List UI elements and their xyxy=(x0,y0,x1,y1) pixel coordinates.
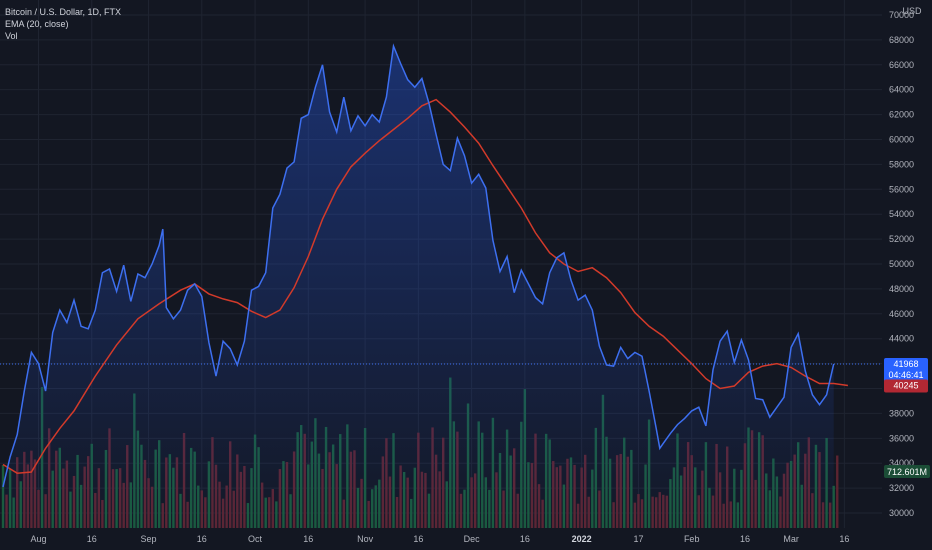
y-tick-label: 54000 xyxy=(889,209,914,219)
x-tick-label: 16 xyxy=(413,534,423,544)
price-area-fill xyxy=(3,46,834,528)
x-tick-label: 16 xyxy=(87,534,97,544)
x-tick-label: Mar xyxy=(783,534,799,544)
y-tick-label: 44000 xyxy=(889,334,914,344)
x-tick-label: Sep xyxy=(141,534,157,544)
y-axis[interactable]: 3000032000340003600038000400004200044000… xyxy=(889,10,914,518)
volume-tag-value: 712.601M xyxy=(887,467,927,477)
x-tick-label: 2022 xyxy=(572,534,592,544)
y-tick-label: 32000 xyxy=(889,483,914,493)
x-tick-label: Oct xyxy=(248,534,263,544)
price-tag: 41968 04:46:41 xyxy=(884,358,928,383)
y-tick-label: 62000 xyxy=(889,110,914,120)
x-tick-label: 16 xyxy=(740,534,750,544)
x-tick-label: Nov xyxy=(357,534,374,544)
y-tick-label: 36000 xyxy=(889,433,914,443)
x-axis-background xyxy=(0,528,932,550)
price-tag-countdown: 04:46:41 xyxy=(888,370,923,380)
y-tick-label: 48000 xyxy=(889,284,914,294)
volume-tag: 712.601M xyxy=(884,465,930,478)
ema-line xyxy=(2,98,849,474)
price-tag-value: 41968 xyxy=(893,359,918,369)
price-line xyxy=(2,43,835,488)
chart-legend: Bitcoin / U.S. Dollar, 1D, FTX EMA (20, … xyxy=(5,6,121,42)
currency-label: USD xyxy=(902,6,922,16)
x-tick-label: Feb xyxy=(684,534,700,544)
x-tick-label: 17 xyxy=(633,534,643,544)
x-tick-label: 16 xyxy=(520,534,530,544)
y-tick-label: 56000 xyxy=(889,184,914,194)
volume-bar xyxy=(836,455,839,528)
y-tick-label: 60000 xyxy=(889,134,914,144)
y-tick-label: 68000 xyxy=(889,35,914,45)
x-tick-label: 16 xyxy=(839,534,849,544)
x-axis[interactable]: Aug 16 Sep 16 Oct 16 Nov 16 Dec 16 2022 17 Feb 16 Mar 1… xyxy=(30,534,849,544)
y-tick-label: 38000 xyxy=(889,408,914,418)
ema-tag-value: 40245 xyxy=(893,380,918,390)
y-tick-label: 50000 xyxy=(889,259,914,269)
legend-title[interactable]: Bitcoin / U.S. Dollar, 1D, FTX xyxy=(5,7,122,17)
ema-tag: 40245 xyxy=(884,379,928,393)
y-tick-label: 70000 xyxy=(889,10,914,20)
y-tick-label: 34000 xyxy=(889,458,914,468)
legend-vol[interactable]: Vol xyxy=(5,31,18,41)
legend-ema[interactable]: EMA (20, close) xyxy=(5,19,69,29)
y-axis-background xyxy=(882,0,932,550)
y-tick-label: 30000 xyxy=(889,508,914,518)
y-tick-label: 64000 xyxy=(889,85,914,95)
y-tick-label: 66000 xyxy=(889,60,914,70)
x-tick-label: Dec xyxy=(464,534,481,544)
y-tick-label: 52000 xyxy=(889,234,914,244)
y-tick-label: 58000 xyxy=(889,159,914,169)
y-tick-label: 46000 xyxy=(889,309,914,319)
x-tick-label: Aug xyxy=(30,534,46,544)
x-tick-label: 16 xyxy=(197,534,207,544)
x-tick-label: 16 xyxy=(303,534,313,544)
